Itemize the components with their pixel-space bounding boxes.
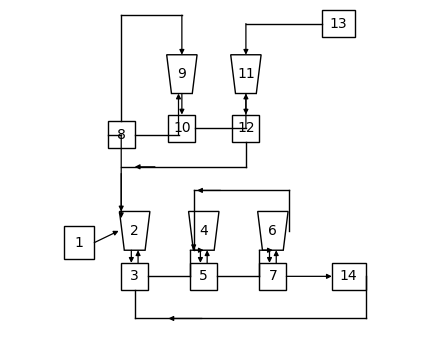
Text: 12: 12: [237, 121, 255, 135]
Text: 5: 5: [199, 269, 208, 283]
Polygon shape: [167, 55, 197, 93]
FancyBboxPatch shape: [332, 263, 366, 290]
Polygon shape: [120, 212, 150, 250]
FancyBboxPatch shape: [233, 115, 259, 142]
FancyBboxPatch shape: [168, 115, 195, 142]
FancyBboxPatch shape: [64, 226, 94, 259]
Polygon shape: [231, 55, 261, 93]
Polygon shape: [189, 212, 219, 250]
Text: 10: 10: [173, 121, 191, 135]
Text: 14: 14: [340, 269, 358, 283]
Polygon shape: [258, 212, 288, 250]
FancyBboxPatch shape: [108, 121, 135, 148]
Text: 9: 9: [177, 67, 186, 81]
Text: 11: 11: [237, 67, 255, 81]
Text: 8: 8: [117, 128, 125, 142]
FancyBboxPatch shape: [121, 263, 148, 290]
Text: 13: 13: [330, 17, 347, 31]
Text: 2: 2: [130, 224, 139, 238]
Text: 7: 7: [268, 269, 277, 283]
Text: 4: 4: [199, 224, 208, 238]
FancyBboxPatch shape: [322, 10, 355, 37]
Text: 1: 1: [75, 236, 83, 250]
Text: 6: 6: [268, 224, 277, 238]
Text: 3: 3: [130, 269, 139, 283]
FancyBboxPatch shape: [190, 263, 217, 290]
FancyBboxPatch shape: [259, 263, 286, 290]
